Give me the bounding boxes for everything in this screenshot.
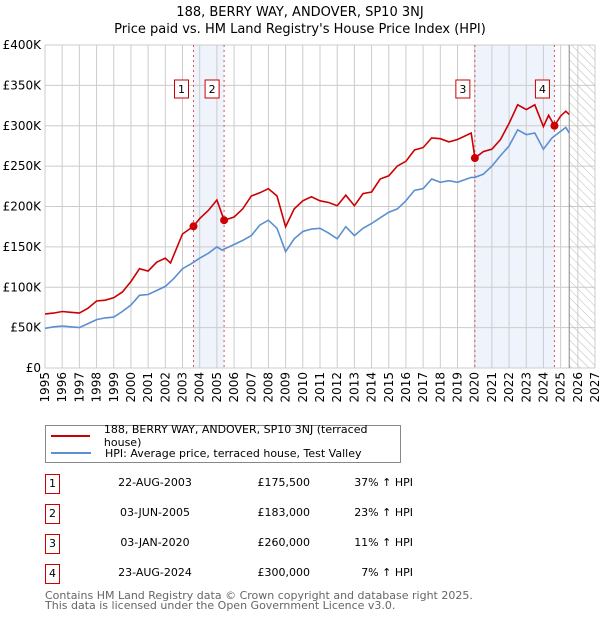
x-tick-label: 1997 (72, 372, 86, 403)
x-tick-label: 1996 (55, 372, 69, 403)
table-row: 3 03-JAN-2020 £260,000 11% ↑ HPI (45, 534, 413, 554)
sale-point (470, 154, 479, 163)
y-tick-label: £100K (3, 280, 43, 294)
legend-swatch-red (51, 435, 90, 437)
footer-copyright: Contains HM Land Registry data © Crown c… (45, 589, 473, 602)
sale-label-box (455, 79, 471, 99)
x-tick-label: 2003 (176, 372, 190, 403)
x-tick-label: 2011 (313, 372, 327, 403)
x-tick-label: 2026 (571, 372, 585, 403)
chart-subtitle: Price paid vs. HM Land Registry's House … (114, 22, 486, 37)
sale-hpi-diff: 23% ↑ HPI (354, 506, 413, 519)
y-tick-label: £200K (3, 200, 43, 214)
y-tick-label: £150K (3, 240, 43, 254)
x-tick-label: 2027 (588, 372, 600, 403)
sale-label: 2 (209, 83, 216, 96)
table-row: 4 23-AUG-2024 £300,000 7% ↑ HPI (45, 564, 413, 584)
sale-price: £300,000 (257, 566, 311, 579)
x-tick-label: 2013 (347, 372, 361, 403)
sale-point (220, 216, 229, 225)
sale-label: 4 (539, 83, 546, 96)
x-tick-label: 2001 (141, 372, 155, 403)
forecast-hatch (569, 45, 595, 368)
sale-hpi-diff: 11% ↑ HPI (354, 536, 413, 549)
x-tick-label: 2010 (296, 372, 310, 403)
footer-licence: This data is licensed under the Open Gov… (45, 599, 396, 612)
sale-label-box (534, 79, 550, 99)
sale-label: 1 (178, 83, 185, 96)
x-tick-label: 2009 (279, 372, 293, 403)
x-tick-label: 2023 (519, 372, 533, 403)
x-tick-label: 2022 (502, 372, 516, 403)
x-tick-label: 1995 (38, 372, 52, 403)
sale-number-badge: 3 (45, 534, 60, 554)
table-row: 1 22-AUG-2003 £175,500 37% ↑ HPI (45, 474, 413, 494)
sale-hpi-diff: 37% ↑ HPI (354, 476, 413, 489)
y-tick-label: £50K (10, 321, 42, 335)
legend: 188, BERRY WAY, ANDOVER, SP10 3NJ (terra… (45, 423, 401, 463)
x-tick-label: 2016 (399, 372, 413, 403)
x-tick-label: 2008 (261, 372, 275, 403)
x-tick-label: 2017 (416, 372, 430, 403)
sale-hpi-diff: 7% ↑ HPI (361, 566, 413, 579)
x-tick-label: 1999 (107, 372, 121, 403)
x-tick-label: 1998 (90, 372, 104, 403)
sale-number-badge: 1 (45, 474, 60, 494)
y-tick-label: £0 (26, 361, 41, 375)
y-tick-label: £400K (3, 38, 43, 52)
sale-label-box (204, 79, 220, 99)
x-tick-label: 2012 (330, 372, 344, 403)
x-tick-label: 2002 (158, 372, 172, 403)
y-tick-label: £250K (3, 159, 43, 173)
x-tick-label: 2007 (244, 372, 258, 403)
sale-price: £260,000 (257, 536, 311, 549)
y-tick-label: £350K (3, 78, 43, 92)
hpi-line (44, 126, 570, 330)
legend-label: 188, BERRY WAY, ANDOVER, SP10 3NJ (terra… (103, 423, 368, 449)
sale-number-badge: 4 (45, 564, 60, 584)
line-chart: £0 £50K £100K £150K £200K £250K £300K £350K £400… (3, 38, 600, 403)
y-tick-label: £300K (3, 119, 43, 133)
x-tick-label: 2021 (485, 372, 499, 403)
x-tick-label: 2024 (536, 372, 550, 403)
sale-date: 23-AUG-2024 (118, 566, 192, 579)
x-tick-label: 2014 (365, 372, 379, 403)
sale-date: 03-JUN-2005 (119, 506, 191, 519)
sale-point (550, 121, 559, 130)
sale-point (189, 222, 198, 231)
x-tick-label: 2025 (554, 372, 568, 403)
table-row: 2 03-JUN-2005 £183,000 23% ↑ HPI (45, 504, 413, 524)
property-price-line (44, 103, 570, 315)
legend-item-hpi: HPI: Average price, terraced house, Test… (46, 445, 361, 461)
legend-label: HPI: Average price, terraced house, Test… (105, 446, 362, 460)
x-tick-label: 2018 (433, 372, 447, 403)
x-tick-label: 2015 (382, 372, 396, 403)
sale-label-box (174, 79, 189, 99)
sale-number-badge: 2 (45, 504, 60, 524)
x-tick-label: 2004 (193, 372, 207, 403)
legend-item-property: 188, BERRY WAY, ANDOVER, SP10 3NJ (terra… (46, 423, 400, 449)
x-tick-label: 2000 (124, 372, 138, 403)
x-tick-label: 2020 (468, 372, 482, 403)
sale-date: 22-AUG-2003 (118, 476, 192, 489)
sale-price: £175,500 (257, 476, 311, 489)
x-tick-label: 2005 (210, 372, 224, 403)
x-tick-label: 2006 (227, 372, 241, 403)
legend-swatch-blue (51, 452, 91, 454)
sale-label: 3 (459, 83, 466, 96)
sale-date: 03-JAN-2020 (120, 536, 190, 549)
chart-title: 188, BERRY WAY, ANDOVER, SP10 3NJ (176, 5, 424, 20)
sale-price: £183,000 (257, 506, 311, 519)
x-tick-label: 2019 (451, 372, 465, 403)
